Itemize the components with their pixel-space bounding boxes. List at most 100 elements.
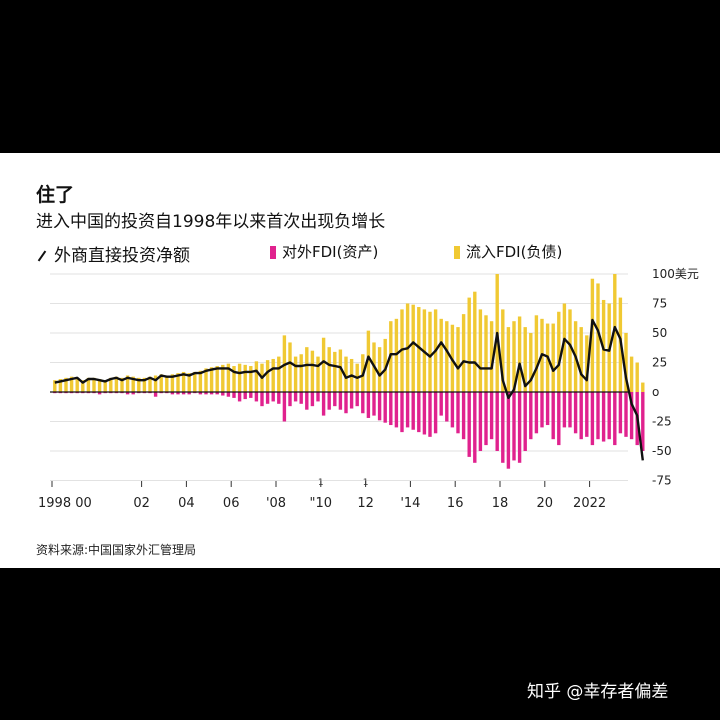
outflow-bar (478, 392, 483, 451)
outflow-bar (618, 392, 623, 434)
inflow-bar (193, 371, 197, 392)
inflow-bar (551, 323, 555, 392)
inflow-bar (181, 371, 186, 392)
inflow-bar (523, 327, 527, 392)
outflow-bar (551, 392, 555, 440)
outflow-bar (170, 392, 175, 395)
outflow-bar (467, 392, 471, 457)
outflow-bar (282, 392, 287, 422)
outflow-bar (181, 392, 186, 395)
x-tick-label: 20 (537, 496, 554, 511)
inflow-bar (109, 377, 113, 392)
inflow-bar (92, 377, 96, 392)
outflow-bar (316, 392, 320, 402)
chart-card (0, 153, 720, 568)
inflow-bar (86, 377, 91, 392)
inflow-bar (417, 307, 421, 392)
outflow-bar (545, 392, 550, 426)
inflow-bar (137, 377, 141, 392)
outflow-bar (411, 392, 415, 430)
inflow-bar (226, 363, 231, 392)
outflow-bar (254, 392, 259, 402)
inflow-bar (333, 351, 337, 392)
inflow-bar (103, 380, 107, 392)
inflow-bar (299, 354, 303, 392)
outflow-bar (187, 392, 191, 395)
x-tick-label: 1998 00 (38, 496, 92, 511)
outflow-bar (366, 392, 371, 418)
inflow-bar (484, 315, 488, 392)
inflow-bar (501, 309, 505, 392)
inflow-bar (125, 375, 130, 392)
outflow-bar (389, 392, 393, 426)
inflow-bar (613, 274, 617, 392)
y-tick-label: 100美元 (652, 267, 699, 281)
outflow-bar (237, 392, 242, 402)
inflow-bar (198, 370, 203, 392)
inflow-bar (394, 318, 399, 392)
inflow-bar (69, 376, 74, 392)
inflow-bar (221, 364, 225, 392)
outflow-bar (456, 392, 460, 434)
x-tick-label: 04 (178, 496, 195, 511)
legend-item-outflow: 对外FDI(资产) (270, 241, 378, 262)
inflow-bar (142, 377, 147, 392)
inflow-bar (114, 376, 119, 392)
inflow-bar (590, 278, 595, 392)
outflow-bar (523, 392, 527, 451)
outflow-bar (232, 392, 236, 398)
outflow-bar (506, 392, 511, 469)
outflow-bar (383, 392, 387, 423)
outflow-bar (226, 392, 231, 397)
outflow-bar (405, 392, 410, 428)
inflow-bar (428, 311, 432, 392)
inflow-bar (316, 356, 320, 392)
bar-swatch-magenta-icon (270, 246, 276, 259)
inflow-bar (120, 377, 124, 392)
y-tick-label: o (652, 385, 659, 399)
inflow-bar (187, 373, 191, 392)
outflow-bar (125, 392, 130, 395)
inflow-bar (310, 350, 315, 392)
inflow-bar (562, 303, 567, 392)
outflow-bar (484, 392, 488, 446)
x-tick-label: "10 (310, 496, 333, 511)
net-fdi-line (54, 318, 644, 461)
inflow-bar (288, 342, 292, 392)
inflow-bar (641, 382, 645, 392)
inflow-bar (473, 291, 477, 392)
outflow-bar (495, 392, 499, 451)
outflow-bar (277, 392, 281, 404)
outflow-bar (461, 392, 466, 440)
inflow-bar (529, 333, 533, 392)
inflow-bar (629, 356, 634, 392)
inflow-bar (366, 330, 371, 392)
outflow-bar (557, 392, 561, 446)
inflow-bar (75, 377, 79, 392)
outflow-bar (355, 392, 359, 407)
bar-swatch-yellow-icon (454, 246, 460, 259)
inflow-bar (489, 321, 494, 392)
outflow-bar (204, 392, 208, 395)
y-tick-label: -25 (652, 415, 672, 429)
outflow-bar (512, 392, 516, 461)
outflow-bar (265, 392, 270, 404)
inflow-bar (321, 337, 326, 392)
outflow-bar (153, 392, 158, 397)
inflow-bar (204, 368, 208, 392)
inflow-bar (624, 333, 628, 392)
outflow-bar (607, 392, 611, 440)
outflow-bar (601, 392, 606, 442)
chart-title: 住了 (36, 184, 75, 206)
y-tick-label: 25 (652, 356, 667, 370)
legend-label-outflow: 对外FDI(资产) (282, 243, 379, 261)
legend-label-inflow: 流入FDI(负债) (466, 243, 563, 261)
outflow-bar (629, 392, 634, 440)
outflow-bar (624, 392, 628, 437)
outflow-bar (243, 392, 247, 400)
inflow-bar (635, 362, 639, 392)
outflow-bar (641, 392, 645, 451)
inflow-bar (265, 360, 270, 392)
outflow-bar (417, 392, 421, 433)
